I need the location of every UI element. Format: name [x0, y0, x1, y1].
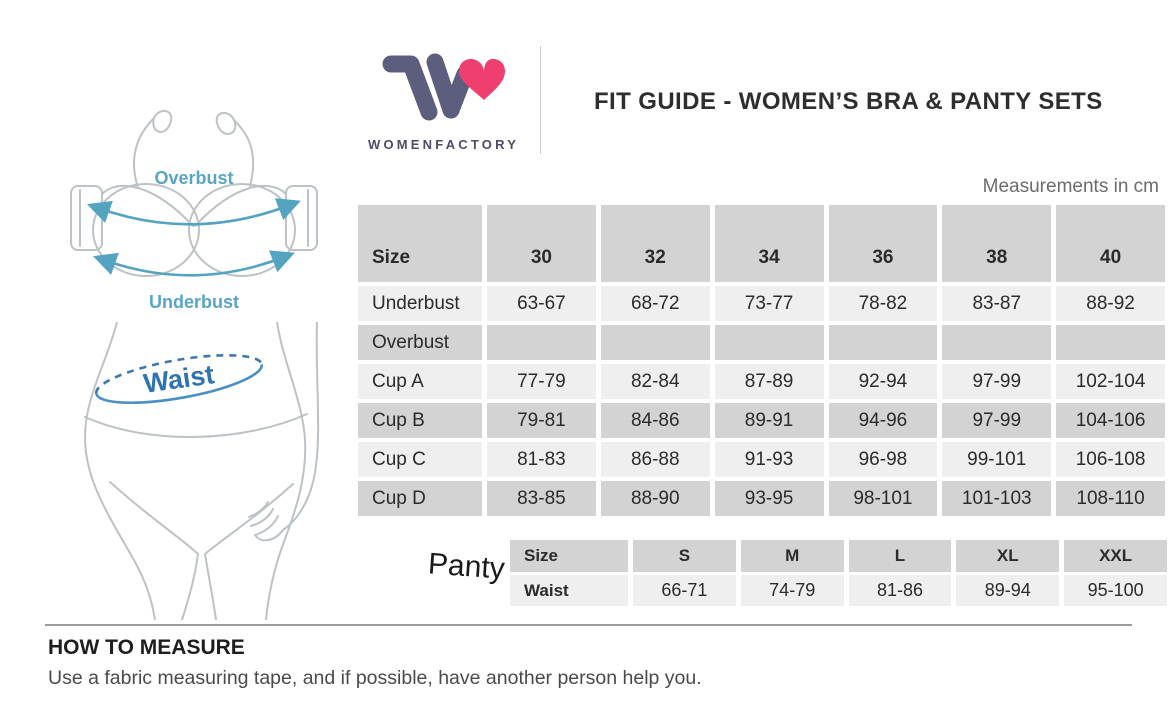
- logo-w-heart-icon: [382, 53, 505, 121]
- bra-cell: 94-96: [828, 403, 938, 438]
- bra-outline: [70, 109, 318, 277]
- bra-cell: 101-103: [942, 481, 1052, 516]
- units-note: Measurements in cm: [982, 176, 1159, 197]
- panty-cell: 89-94: [956, 575, 1060, 606]
- bra-cell: 104-106: [1056, 403, 1165, 438]
- measure-arrows: [86, 198, 301, 277]
- panty-header-size: Size: [510, 540, 628, 572]
- bra-cell: 88-90: [600, 481, 710, 516]
- panty-header-L: L: [848, 540, 952, 572]
- bra-cell: 97-99: [942, 364, 1052, 399]
- how-to-measure-body: Use a fabric measuring tape, and if poss…: [48, 667, 702, 689]
- bra-cell: 93-95: [714, 481, 824, 516]
- panty-cell: 74-79: [740, 575, 844, 606]
- bra-diagram: Overbust Underbust: [70, 109, 318, 312]
- bra-cell: 77-79: [487, 364, 596, 399]
- underbust-arrow: [92, 250, 295, 277]
- panty-header-S: S: [633, 540, 736, 572]
- bra-cell: [1056, 325, 1165, 360]
- bra-cell: 108-110: [1056, 481, 1165, 516]
- bra-row-label: Cup C: [358, 442, 482, 477]
- section-divider: [45, 624, 1132, 626]
- bra-cell: 97-99: [942, 403, 1052, 438]
- bra-header-size: Size: [358, 205, 482, 282]
- overbust-arrow: [86, 198, 301, 226]
- bra-header-38: 38: [942, 205, 1052, 282]
- bra-header-40: 40: [1056, 205, 1165, 282]
- bra-cell: 79-81: [487, 403, 596, 438]
- bra-header-30: 30: [487, 205, 596, 282]
- how-to-measure-heading: HOW TO MEASURE: [48, 636, 245, 659]
- bra-header-34: 34: [714, 205, 824, 282]
- brand-logo: WOMENFACTORY: [368, 50, 518, 152]
- bra-cell: 96-98: [828, 442, 938, 477]
- bra-size-table: Size 30 32 34 36 38 40 Underbust 63-67 68-72 73-77…: [358, 205, 1165, 516]
- waist-ellipse: [94, 353, 264, 405]
- overbust-label: Overbust: [154, 168, 233, 188]
- panty-header-XL: XL: [956, 540, 1060, 572]
- heart-icon: [459, 59, 505, 100]
- bra-cell: 106-108: [1056, 442, 1165, 477]
- panty-waist-label: Waist: [510, 575, 628, 606]
- bra-header-32: 32: [600, 205, 710, 282]
- panty-size-table: Size S M L XL XXL Waist 66-71 74-79 81-86 89-94 95-…: [510, 540, 1167, 606]
- bra-cell: 88-92: [1056, 286, 1165, 321]
- panty-cell: 95-100: [1064, 575, 1167, 606]
- bra-cell: 86-88: [600, 442, 710, 477]
- bra-cell: 63-67: [487, 286, 596, 321]
- bra-cell: 82-84: [600, 364, 710, 399]
- bra-row-label: Overbust: [358, 325, 482, 360]
- bra-cell: 98-101: [828, 481, 938, 516]
- panty-header-XXL: XXL: [1064, 540, 1167, 572]
- bra-row-label: Cup A: [358, 364, 482, 399]
- bra-cell: 81-83: [487, 442, 596, 477]
- bra-row-label: Underbust: [358, 286, 482, 321]
- bra-cell: [600, 325, 710, 360]
- bra-cell: 84-86: [600, 403, 710, 438]
- header-divider: [540, 46, 541, 154]
- bra-row-label: Cup D: [358, 481, 482, 516]
- bra-cell: 99-101: [942, 442, 1052, 477]
- underbust-label: Underbust: [149, 292, 239, 312]
- bra-cell: [714, 325, 824, 360]
- panty-caption: Panty: [426, 547, 506, 586]
- panty-cell: 81-86: [848, 575, 952, 606]
- bra-cell: 89-91: [714, 403, 824, 438]
- brand-name: WOMENFACTORY: [368, 137, 520, 152]
- bra-cell: 83-87: [942, 286, 1052, 321]
- bra-cell: 68-72: [600, 286, 710, 321]
- page-title: FIT GUIDE - WOMEN’S BRA & PANTY SETS: [594, 88, 1103, 115]
- bra-cell: 91-93: [714, 442, 824, 477]
- panty-cell: 66-71: [633, 575, 736, 606]
- bra-cell: [487, 325, 596, 360]
- bra-row-label: Cup B: [358, 403, 482, 438]
- bra-cell: 87-89: [714, 364, 824, 399]
- bra-cell: 92-94: [828, 364, 938, 399]
- bra-header-36: 36: [828, 205, 938, 282]
- bra-cell: 78-82: [828, 286, 938, 321]
- panty-header-M: M: [740, 540, 844, 572]
- bra-cell: [828, 325, 938, 360]
- bra-cell: [942, 325, 1052, 360]
- bra-cell: 102-104: [1056, 364, 1165, 399]
- bra-cell: 73-77: [714, 286, 824, 321]
- bra-cell: 83-85: [487, 481, 596, 516]
- waist-diagram: Waist: [83, 322, 320, 620]
- body-outline: [83, 322, 320, 620]
